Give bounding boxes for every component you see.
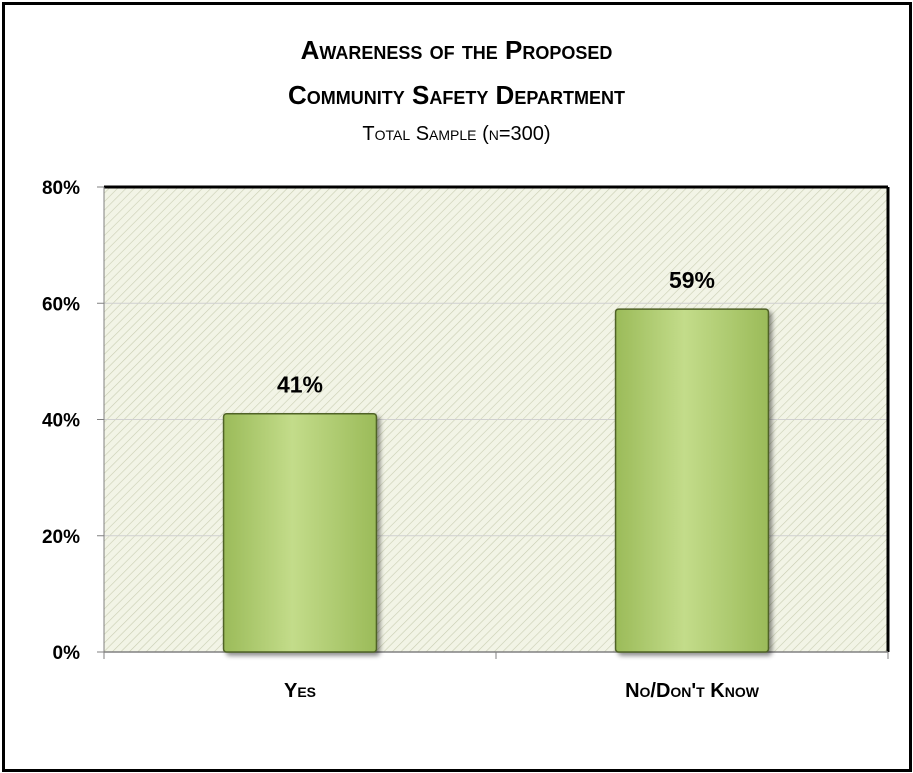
y-tick-label: 40% xyxy=(42,411,80,432)
data-label: 59% xyxy=(669,267,715,293)
chart-title-line-1: Awareness of the Proposed xyxy=(300,35,613,65)
x-category-label: No/Don't Know xyxy=(625,680,760,702)
y-tick-label: 80% xyxy=(42,178,80,199)
bar-1 xyxy=(222,412,378,653)
data-label: 41% xyxy=(277,372,323,398)
chart-title-line-2: Community Safety Department xyxy=(288,80,625,110)
y-tick-label: 20% xyxy=(42,527,80,548)
chart-subtitle: Total Sample (n=300) xyxy=(362,123,551,145)
x-category-label: Yes xyxy=(284,680,316,702)
y-tick-label: 60% xyxy=(42,294,80,315)
bar-2 xyxy=(614,308,770,653)
y-tick-label: 0% xyxy=(53,643,81,664)
